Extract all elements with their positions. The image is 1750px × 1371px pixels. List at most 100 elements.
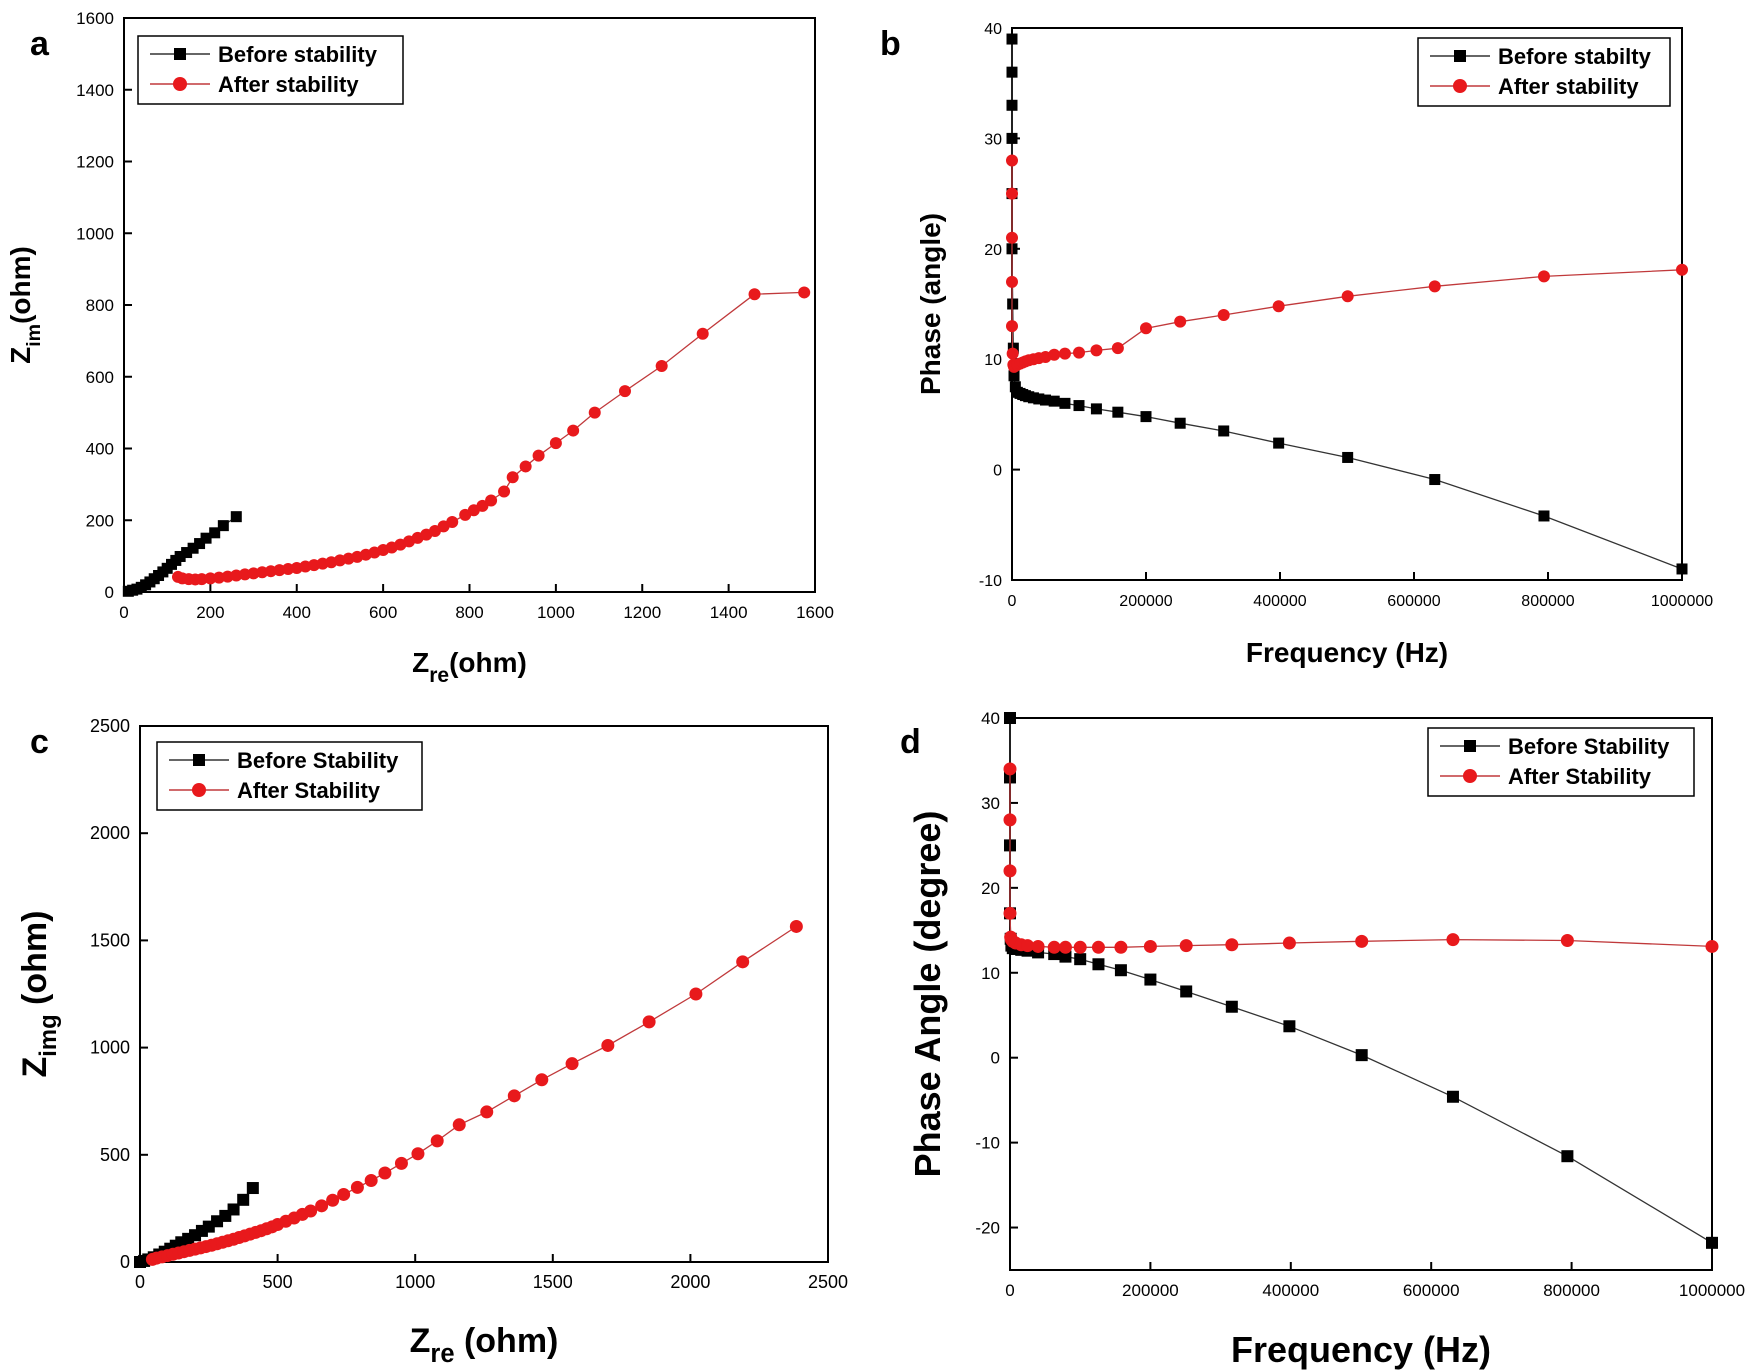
legend-label: After Stability bbox=[237, 778, 381, 803]
series-before-stability bbox=[122, 511, 242, 597]
y-tick-label: 200 bbox=[86, 511, 114, 530]
y-tick-label: 1000 bbox=[90, 1038, 130, 1058]
data-point bbox=[1003, 813, 1017, 827]
data-point bbox=[506, 471, 519, 484]
legend: Before stabilty After stability bbox=[1417, 37, 1671, 107]
data-point bbox=[1446, 1090, 1459, 1103]
data-point bbox=[1273, 437, 1285, 449]
data-point bbox=[304, 1204, 318, 1218]
legend-box bbox=[1427, 727, 1695, 797]
data-point bbox=[485, 494, 498, 507]
data-point bbox=[1112, 406, 1124, 418]
data-point bbox=[1090, 344, 1103, 357]
series-line bbox=[152, 925, 797, 1261]
data-point bbox=[1090, 403, 1102, 415]
x-tick-label: 1400 bbox=[710, 603, 748, 622]
data-point bbox=[1355, 1049, 1368, 1062]
data-point bbox=[1341, 290, 1354, 303]
y-tick-label: 30 bbox=[981, 794, 1000, 813]
data-point bbox=[1342, 451, 1354, 463]
legend-box bbox=[1417, 37, 1671, 107]
x-tick-label: 1200 bbox=[623, 603, 661, 622]
plot-area bbox=[139, 725, 829, 1263]
panel-letter: c bbox=[30, 723, 49, 761]
legend-marker bbox=[1454, 50, 1466, 62]
legend-marker bbox=[193, 754, 205, 766]
data-point bbox=[1006, 33, 1018, 45]
data-point bbox=[498, 485, 511, 498]
x-tick-label: 800000 bbox=[1543, 1281, 1600, 1300]
y-tick-label: 1000 bbox=[76, 224, 114, 243]
data-point bbox=[1429, 474, 1441, 486]
data-point bbox=[535, 1073, 549, 1087]
data-point bbox=[1004, 712, 1016, 724]
legend-marker bbox=[192, 783, 206, 797]
legend-label: After stability bbox=[1498, 74, 1639, 99]
data-point bbox=[411, 1147, 425, 1161]
data-point bbox=[549, 437, 562, 450]
data-point bbox=[601, 1038, 615, 1052]
x-tick-label: 600000 bbox=[1403, 1281, 1460, 1300]
y-tick-label: 1500 bbox=[90, 930, 130, 950]
data-point bbox=[1676, 563, 1688, 575]
data-point bbox=[507, 1089, 521, 1103]
legend-marker bbox=[174, 48, 186, 60]
data-point bbox=[1561, 1150, 1574, 1163]
data-point bbox=[1031, 939, 1045, 953]
y-tick-label: 400 bbox=[86, 440, 114, 459]
x-tick-label: 400000 bbox=[1253, 593, 1306, 610]
data-point bbox=[532, 449, 545, 462]
data-point bbox=[655, 359, 668, 372]
x-axis-label: Frequency (Hz) bbox=[1246, 637, 1448, 668]
data-point bbox=[1073, 346, 1085, 359]
data-point bbox=[200, 532, 212, 544]
data-point bbox=[1705, 939, 1719, 953]
y-tick-label: 40 bbox=[984, 21, 1002, 38]
series-after-stability bbox=[145, 919, 803, 1266]
legend-marker bbox=[173, 77, 187, 91]
y-tick-label: 0 bbox=[991, 1049, 1000, 1068]
data-point bbox=[1560, 933, 1574, 947]
data-point bbox=[1217, 309, 1230, 322]
data-point bbox=[1111, 342, 1124, 355]
chart-panel-d: d 0 200000 400000 600000 800000 1000000 -20 -10 0… bbox=[900, 709, 1745, 1370]
y-tick-label: 500 bbox=[100, 1145, 130, 1165]
x-tick-label: 1000 bbox=[537, 603, 575, 622]
x-tick-label: 800000 bbox=[1521, 593, 1574, 610]
data-point bbox=[696, 327, 709, 340]
data-point bbox=[230, 511, 242, 523]
data-point bbox=[618, 385, 631, 398]
legend-label: After Stability bbox=[1508, 764, 1652, 789]
y-tick-label: 30 bbox=[984, 131, 1002, 148]
legend-label: Before stability bbox=[218, 42, 378, 67]
data-point bbox=[1114, 940, 1128, 954]
data-point bbox=[1048, 348, 1061, 361]
y-tick-label: 800 bbox=[86, 296, 114, 315]
data-point bbox=[181, 547, 193, 559]
legend-box bbox=[156, 741, 423, 811]
y-tick-label: -20 bbox=[975, 1219, 1000, 1238]
data-point bbox=[1006, 99, 1018, 111]
data-point bbox=[567, 424, 580, 437]
chart-panel-a: a 0 200 400 600 800 1000 1200 1400 1600 0 200 400 600… bbox=[5, 9, 834, 687]
y-axis-label: Phase (angle) bbox=[915, 213, 946, 395]
y-tick-label: 1400 bbox=[76, 81, 114, 100]
x-tick-label: 600000 bbox=[1387, 593, 1440, 610]
data-point bbox=[565, 1057, 579, 1071]
data-point bbox=[1007, 298, 1019, 310]
panel-letter: b bbox=[880, 25, 901, 63]
x-tick-label: 800 bbox=[455, 603, 483, 622]
data-point bbox=[1006, 347, 1019, 360]
x-tick-label: 1000000 bbox=[1651, 593, 1713, 610]
x-tick-label: 0 bbox=[119, 603, 128, 622]
data-point bbox=[1074, 953, 1087, 966]
data-point bbox=[337, 1187, 351, 1201]
legend-marker bbox=[1464, 740, 1476, 752]
data-point bbox=[1006, 132, 1018, 144]
data-point bbox=[1006, 320, 1018, 333]
data-point bbox=[1446, 933, 1460, 947]
data-point bbox=[1143, 939, 1157, 953]
data-point bbox=[1003, 906, 1017, 920]
y-tick-label: -10 bbox=[979, 573, 1002, 590]
data-point bbox=[217, 520, 229, 532]
